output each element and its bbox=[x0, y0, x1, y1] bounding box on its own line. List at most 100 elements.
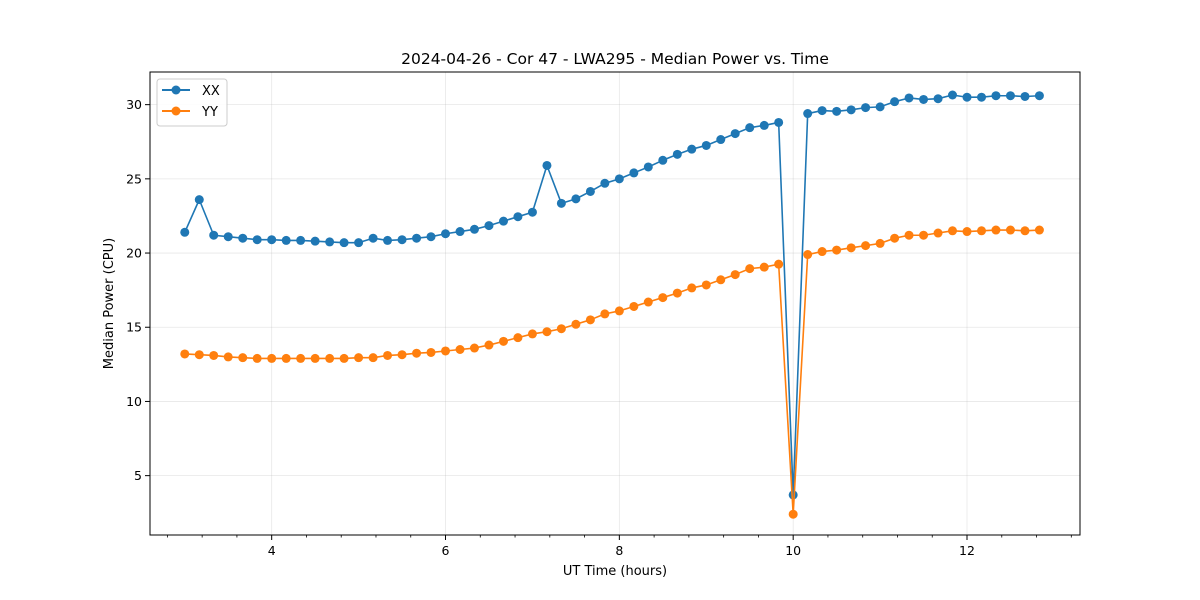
legend-label-xx: XX bbox=[202, 84, 220, 99]
data-point-yy bbox=[977, 226, 987, 236]
data-point-xx bbox=[513, 212, 523, 222]
data-point-xx bbox=[368, 233, 378, 243]
data-point-xx bbox=[325, 237, 335, 247]
data-point-xx bbox=[846, 105, 856, 115]
data-point-yy bbox=[991, 225, 1001, 235]
data-point-xx bbox=[223, 232, 233, 242]
data-point-yy bbox=[600, 309, 610, 319]
data-point-yy bbox=[339, 353, 349, 363]
data-point-xx bbox=[339, 238, 349, 248]
data-point-yy bbox=[643, 297, 653, 307]
data-point-yy bbox=[745, 264, 755, 274]
data-point-xx bbox=[600, 178, 610, 188]
data-point-yy bbox=[296, 353, 306, 363]
legend: XX YY bbox=[156, 78, 228, 127]
legend-marker-yy bbox=[171, 106, 181, 116]
data-point-xx bbox=[180, 227, 190, 237]
data-point-yy bbox=[832, 245, 842, 255]
data-point-yy bbox=[716, 275, 726, 285]
data-point-xx bbox=[629, 168, 639, 178]
data-point-xx bbox=[977, 92, 987, 102]
data-point-yy bbox=[542, 327, 552, 337]
data-point-xx bbox=[238, 233, 248, 243]
data-point-xx bbox=[310, 236, 320, 246]
data-point-yy bbox=[875, 238, 885, 248]
legend-label-yy: YY bbox=[201, 105, 218, 120]
data-point-yy bbox=[919, 230, 929, 240]
data-point-yy bbox=[904, 230, 914, 240]
data-point-yy bbox=[397, 350, 407, 360]
data-point-yy bbox=[252, 353, 262, 363]
data-point-xx bbox=[701, 140, 711, 150]
y-axis-label: Median Power (CPU) bbox=[102, 238, 117, 369]
x-tick-label: 12 bbox=[959, 543, 975, 558]
data-point-xx bbox=[383, 235, 393, 245]
data-point-xx bbox=[817, 106, 827, 116]
data-point-xx bbox=[904, 93, 914, 103]
data-point-yy bbox=[701, 280, 711, 290]
data-point-xx bbox=[614, 174, 624, 184]
data-point-xx bbox=[774, 117, 784, 127]
data-point-yy bbox=[817, 247, 827, 257]
data-point-yy bbox=[759, 262, 769, 272]
data-point-yy bbox=[498, 336, 508, 346]
data-point-yy bbox=[325, 353, 335, 363]
chart-title: 2024-04-26 - Cor 47 - LWA295 - Median Po… bbox=[401, 50, 829, 68]
y-tick-label: 10 bbox=[126, 394, 142, 409]
data-point-xx bbox=[296, 235, 306, 245]
data-point-yy bbox=[368, 353, 378, 363]
data-point-yy bbox=[1005, 225, 1015, 235]
data-point-yy bbox=[788, 509, 798, 519]
data-point-yy bbox=[484, 340, 494, 350]
data-point-xx bbox=[441, 229, 451, 239]
x-tick-label: 6 bbox=[442, 543, 450, 558]
data-point-yy bbox=[527, 329, 537, 339]
data-point-yy bbox=[585, 315, 595, 325]
data-point-yy bbox=[354, 353, 364, 363]
data-point-yy bbox=[658, 293, 668, 303]
data-point-yy bbox=[267, 353, 277, 363]
data-point-xx bbox=[498, 216, 508, 226]
data-point-xx bbox=[919, 94, 929, 104]
data-point-xx bbox=[643, 162, 653, 172]
y-tick-label: 20 bbox=[126, 246, 142, 261]
data-point-xx bbox=[585, 186, 595, 196]
data-point-xx bbox=[730, 129, 740, 139]
data-point-xx bbox=[412, 233, 422, 243]
y-tick-label: 30 bbox=[126, 97, 142, 112]
data-point-yy bbox=[846, 243, 856, 253]
data-point-xx bbox=[991, 91, 1001, 101]
data-point-yy bbox=[774, 259, 784, 269]
data-point-xx bbox=[861, 103, 871, 113]
data-point-xx bbox=[556, 198, 566, 208]
y-tick-label: 25 bbox=[126, 171, 142, 186]
data-point-xx bbox=[716, 135, 726, 145]
data-point-xx bbox=[962, 92, 972, 102]
data-point-xx bbox=[803, 109, 813, 119]
data-point-xx bbox=[469, 224, 479, 234]
data-point-yy bbox=[180, 349, 190, 359]
data-point-yy bbox=[383, 350, 393, 360]
plot-frame bbox=[149, 71, 1081, 536]
data-point-xx bbox=[455, 227, 465, 237]
data-point-xx bbox=[745, 123, 755, 133]
data-point-xx bbox=[658, 155, 668, 165]
data-point-xx bbox=[1034, 91, 1044, 101]
data-point-xx bbox=[1020, 91, 1030, 101]
data-point-xx bbox=[281, 235, 291, 245]
series-yy bbox=[180, 225, 1044, 519]
data-point-yy bbox=[1020, 226, 1030, 236]
series-layer bbox=[180, 90, 1044, 519]
data-point-yy bbox=[281, 353, 291, 363]
data-point-xx bbox=[194, 195, 204, 205]
data-point-yy bbox=[556, 324, 566, 334]
data-point-xx bbox=[571, 194, 581, 204]
data-point-xx bbox=[1005, 91, 1015, 101]
x-axis-label: UT Time (hours) bbox=[563, 564, 667, 579]
data-point-xx bbox=[687, 144, 697, 154]
data-point-yy bbox=[209, 350, 219, 360]
data-point-yy bbox=[194, 350, 204, 360]
data-point-yy bbox=[962, 227, 972, 237]
data-point-yy bbox=[513, 333, 523, 343]
